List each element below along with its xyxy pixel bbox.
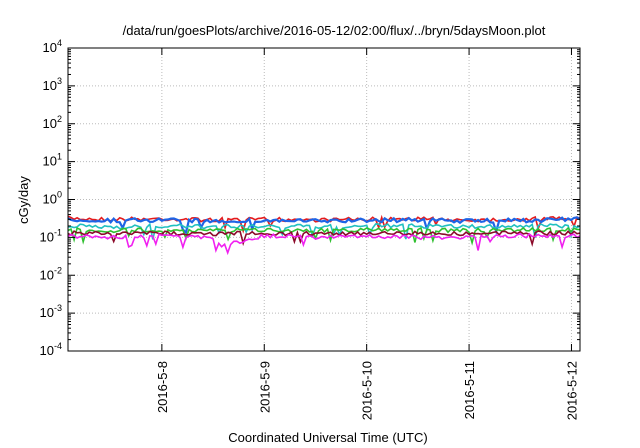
y-tick-label: 10-2 [40,265,62,282]
y-tick-label: 10-3 [40,303,62,320]
data-series [67,214,581,256]
y-tick-label: 100 [43,190,62,207]
y-tick-label: 102 [43,114,62,131]
series-line [67,226,581,246]
series-line [67,232,581,256]
series-line [67,214,581,234]
y-tick-label: 10-4 [40,341,62,358]
axis-ticks [68,47,580,352]
grid-lines [68,48,580,351]
y-tick-label: 103 [43,76,62,93]
x-tick-labels: 2016-5-8 2016-5-9 2016-5-10 2016-5-11 2016-5… [155,361,580,420]
x-tick-label: 2016-5-8 [155,361,170,413]
x-tick-label: 2016-5-12 [564,361,579,420]
chart-title: /data/run/goesPlots/archive/2016-05-12/0… [123,23,546,38]
x-tick-label: 2016-5-10 [360,361,375,420]
y-axis-label: cGy/day [16,176,31,224]
x-tick-label: 2016-5-11 [462,361,477,419]
y-tick-label: 104 [43,38,62,55]
y-tick-label: 10-1 [40,227,62,244]
y-tick-label: 101 [43,152,62,169]
x-axis-label: Coordinated Universal Time (UTC) [228,430,427,445]
series-line [67,229,581,248]
y-tick-labels: 104 103 102 101 100 10-1 10-2 10-3 10-4 [40,38,62,358]
series-line [67,222,581,240]
x-tick-label: 2016-5-9 [257,361,272,413]
